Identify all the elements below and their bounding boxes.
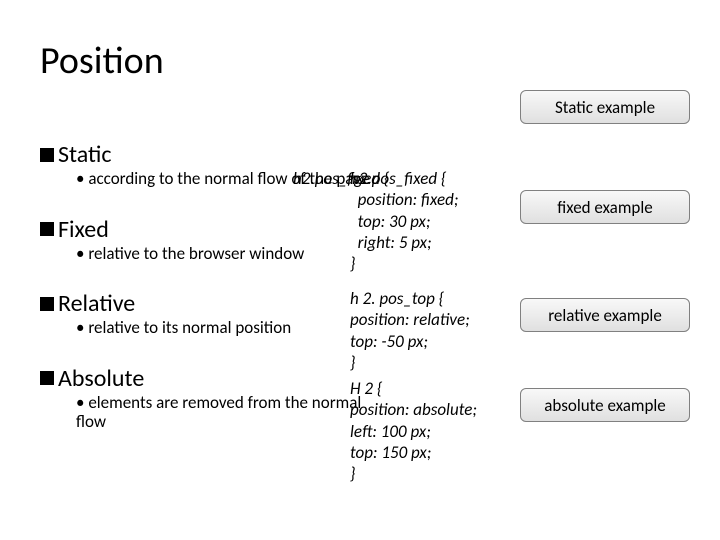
heading-fixed: Fixed (40, 215, 380, 244)
heading-text: Static (58, 140, 112, 169)
bullet-square-icon (40, 297, 54, 311)
heading-relative: Relative (40, 289, 380, 318)
page-title: Position (40, 38, 164, 84)
item-absolute: Absolute elements are removed from the n… (40, 364, 380, 432)
code-relative: h 2. pos_top {position: relative;top: -5… (350, 288, 470, 373)
item-relative: Relative relative to its normal position (40, 289, 380, 338)
static-example-button[interactable]: Static example (520, 90, 690, 124)
code-fixed: h2.pos_fixed { position: fixed; top: 30 … (350, 168, 458, 274)
heading-text: Relative (58, 289, 135, 318)
sub-absolute: elements are removed from the normal flo… (40, 393, 380, 432)
heading-text: Absolute (58, 364, 144, 393)
sub-fixed: relative to the browser window (40, 244, 380, 264)
bullet-square-icon (40, 371, 54, 385)
sub-relative: relative to its normal position (40, 318, 380, 338)
bullet-square-icon (40, 222, 54, 236)
item-fixed: Fixed relative to the browser window (40, 215, 380, 264)
code-absolute: H 2 {position: absolute;left: 100 px;top… (350, 378, 477, 484)
heading-text: Fixed (58, 215, 109, 244)
absolute-example-button[interactable]: absolute example (520, 388, 690, 422)
heading-static: Static (40, 140, 380, 169)
bullet-square-icon (40, 148, 54, 162)
slide: Position Static according to the normal … (0, 0, 720, 540)
relative-example-button[interactable]: relative example (520, 298, 690, 332)
fixed-example-button[interactable]: fixed example (520, 190, 690, 224)
heading-absolute: Absolute (40, 364, 380, 393)
